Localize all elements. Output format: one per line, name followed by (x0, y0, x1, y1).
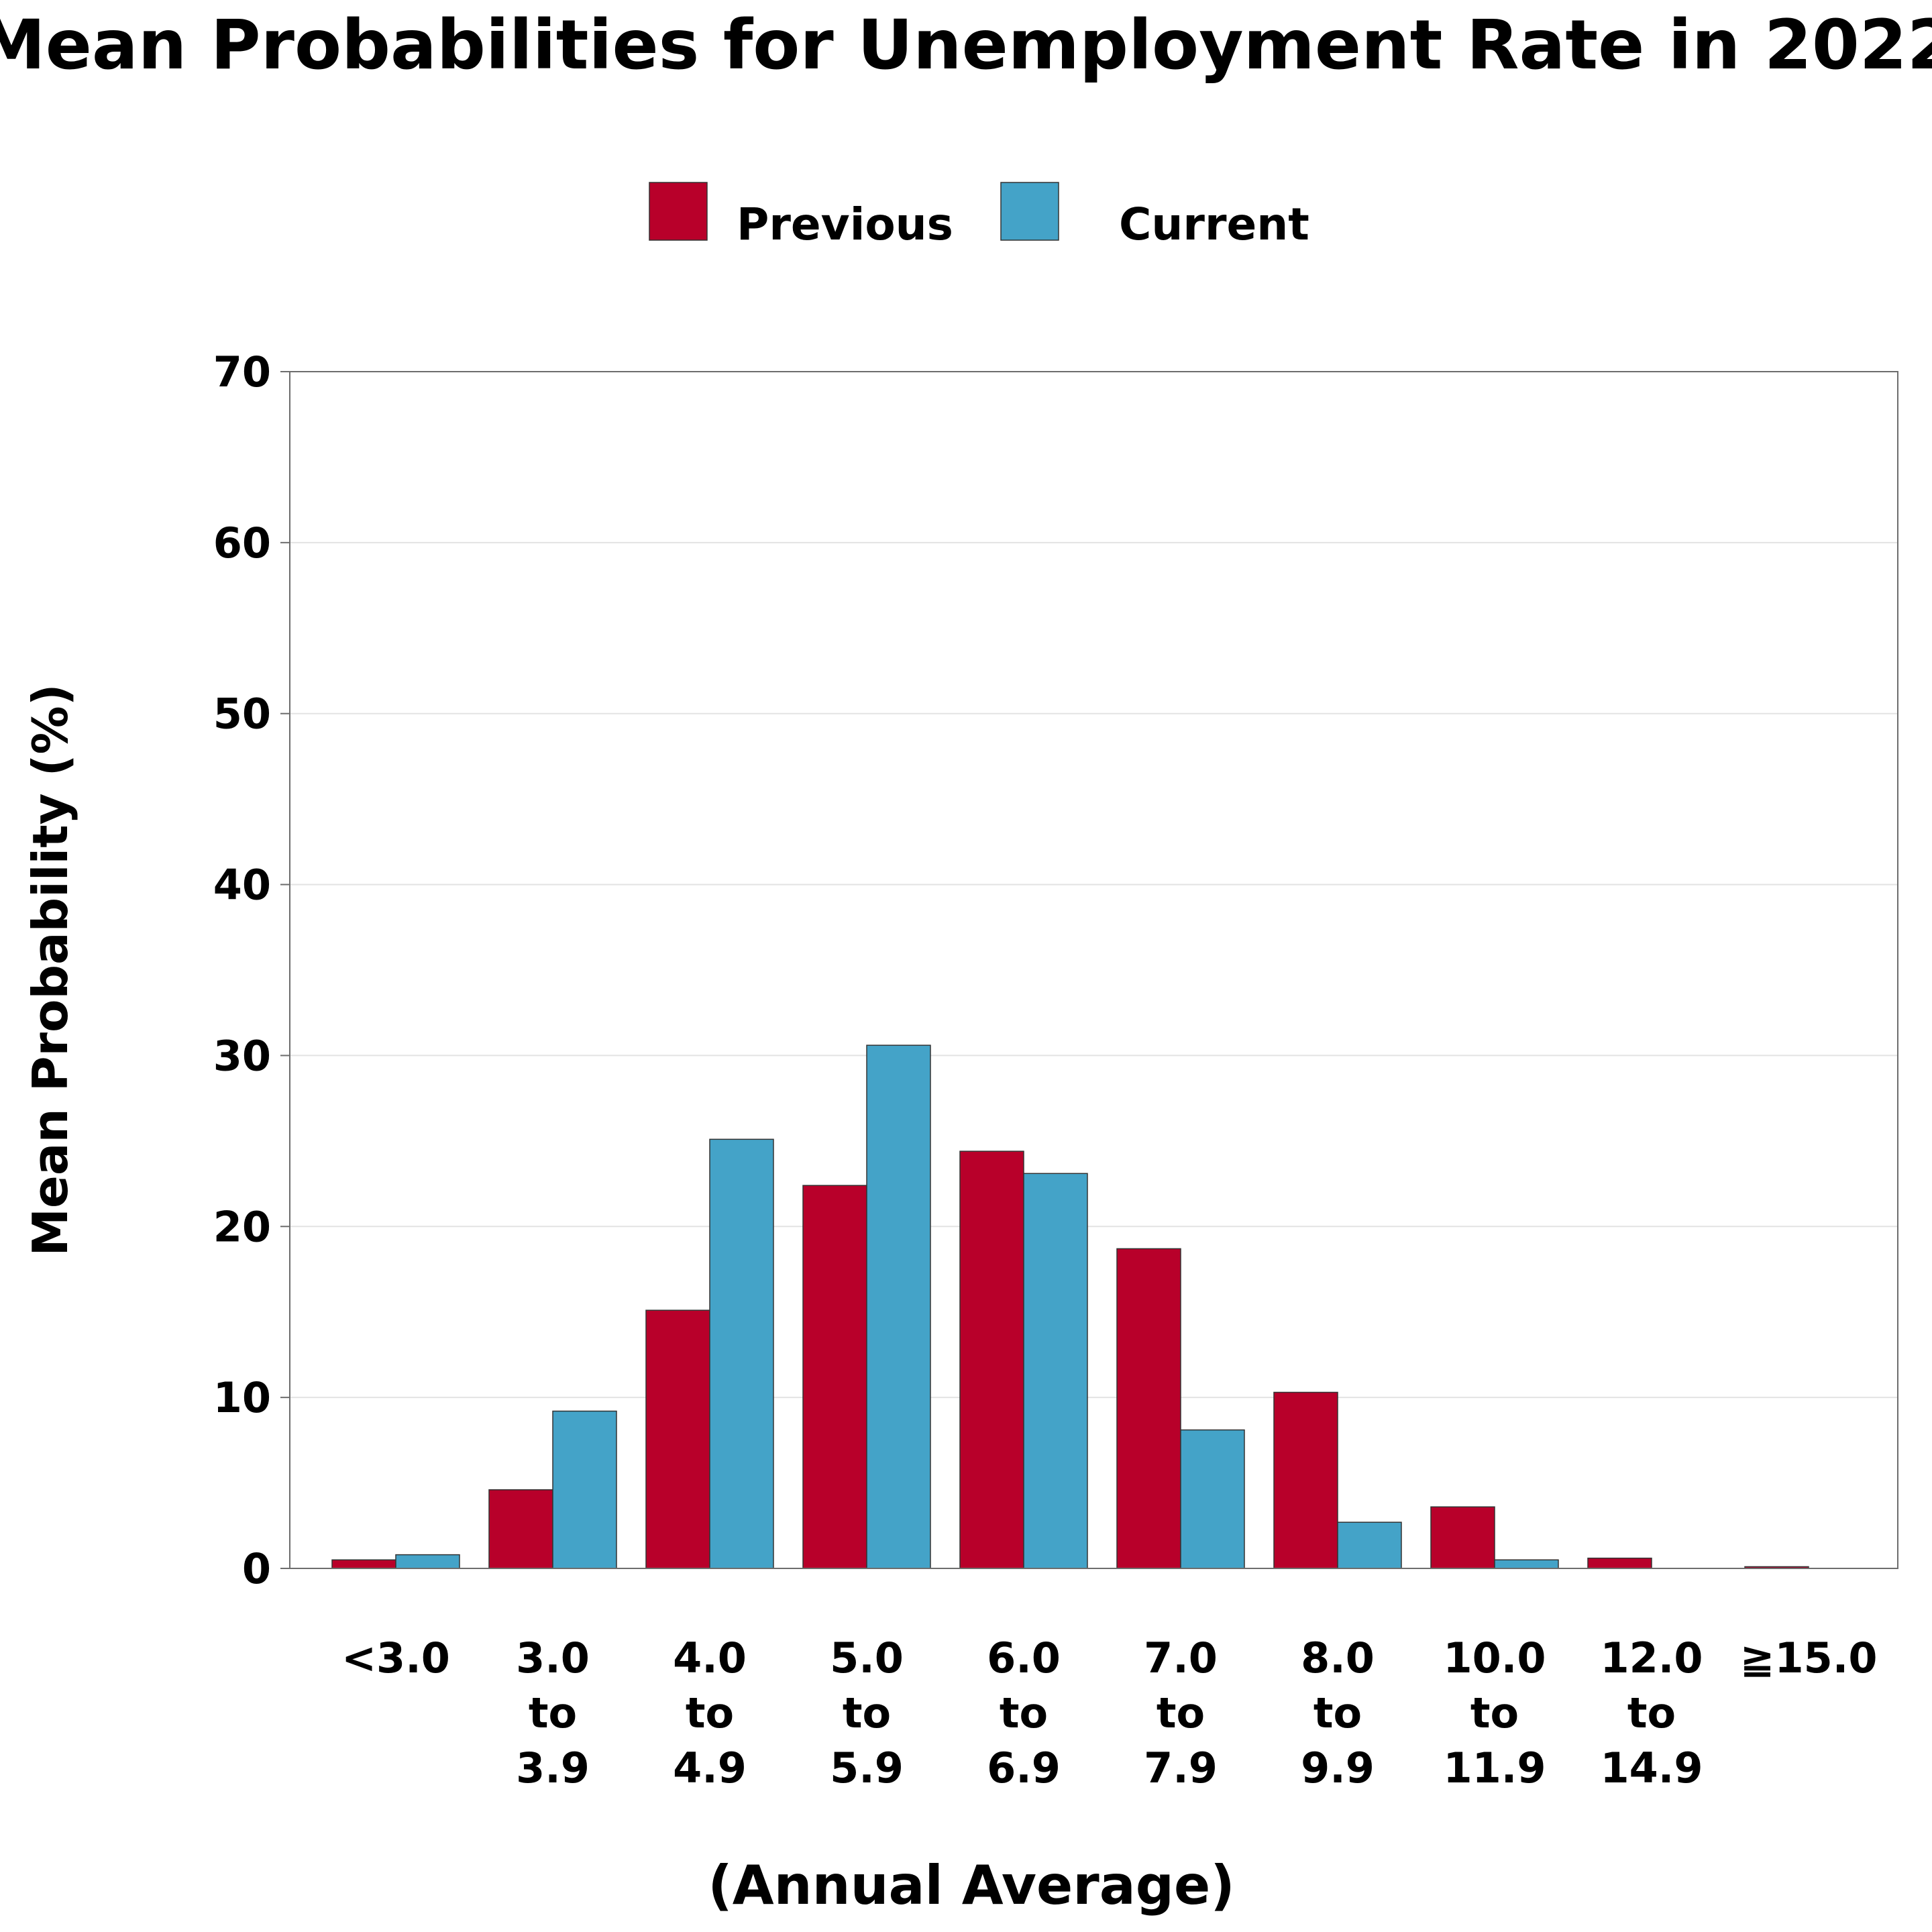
bar-previous (488, 1489, 553, 1569)
legend: Previous Current (649, 182, 1309, 250)
x-tick-label: 3.0 (516, 1633, 590, 1682)
x-tick-label: 10.0 (1444, 1633, 1546, 1682)
x-tick-label: 4.9 (673, 1743, 747, 1792)
x-tick-label: 7.9 (1144, 1743, 1218, 1792)
legend-label-current: Current (1119, 199, 1309, 250)
x-tick-label: 6.0 (987, 1633, 1061, 1682)
x-tick-label: to (1470, 1688, 1519, 1737)
x-tick-label: 11.9 (1444, 1743, 1546, 1792)
x-tick-label: to (1157, 1688, 1205, 1737)
y-tick-label: 30 (213, 1031, 271, 1080)
legend-swatch-current (1000, 182, 1059, 241)
y-axis: 0 10 20 30 40 50 60 70 (213, 347, 290, 1593)
bar-current (866, 1044, 931, 1569)
bar-current (395, 1554, 460, 1569)
x-tick-label: to (529, 1688, 577, 1737)
bar-current (709, 1138, 774, 1569)
legend-swatch-previous (649, 182, 708, 241)
bar-previous (331, 1559, 396, 1569)
bar-previous (1116, 1248, 1181, 1569)
x-tick-label: to (1627, 1688, 1676, 1737)
x-tick-label: to (843, 1688, 891, 1737)
bar-current (1337, 1521, 1402, 1569)
gridlines (290, 541, 1898, 1399)
x-tick-label: <3.0 (341, 1633, 450, 1682)
x-tick-label: 8.0 (1301, 1633, 1375, 1682)
x-tick-label: to (686, 1688, 734, 1737)
bars (331, 1044, 1809, 1569)
x-tick-label: to (1000, 1688, 1048, 1737)
x-tick-label: 4.0 (673, 1633, 747, 1682)
bar-previous (1587, 1557, 1652, 1569)
bar-previous (645, 1309, 710, 1569)
x-tick-label: 5.9 (830, 1743, 904, 1792)
y-tick-label: 10 (213, 1373, 271, 1422)
bar-current (1023, 1173, 1088, 1569)
x-tick-label: 5.0 (830, 1633, 904, 1682)
legend-label-previous: Previous (737, 199, 953, 250)
bar-previous (1430, 1506, 1495, 1569)
x-axis: <3.0 3.0 to 3.9 4.0 to 4.9 5.0 to 5.9 6.0 to 6.9 7.0 t… (341, 1633, 1877, 1792)
x-tick-label: 9.9 (1301, 1743, 1375, 1792)
y-tick-label: 70 (213, 347, 271, 396)
bar-current (1180, 1429, 1245, 1569)
y-tick-label: 40 (213, 861, 271, 910)
y-tick-label: 60 (213, 519, 271, 568)
y-tick-label: 20 (213, 1202, 271, 1251)
plot-frame (289, 371, 1898, 1569)
chart-title: Mean Probabilities for Unemployment Rate… (0, 5, 1932, 85)
bar-previous (1273, 1391, 1338, 1569)
x-tick-label: 12.0 (1601, 1633, 1703, 1682)
x-tick-label: ≧15.0 (1740, 1633, 1878, 1682)
x-axis-label: (Annual Average) (708, 1854, 1235, 1917)
y-tick-label: 50 (213, 690, 271, 739)
x-tick-label: 6.9 (987, 1743, 1061, 1792)
x-tick-label: to (1313, 1688, 1362, 1737)
y-axis-label: Mean Probability (%) (22, 684, 78, 1256)
bar-current (1494, 1559, 1559, 1569)
bar-current (552, 1410, 617, 1569)
bar-previous (802, 1185, 867, 1569)
x-tick-label: 3.9 (516, 1743, 590, 1792)
bar-previous (959, 1150, 1024, 1569)
x-tick-label: 14.9 (1601, 1743, 1703, 1792)
y-tick-label: 0 (242, 1544, 271, 1593)
x-tick-label: 7.0 (1144, 1633, 1218, 1682)
